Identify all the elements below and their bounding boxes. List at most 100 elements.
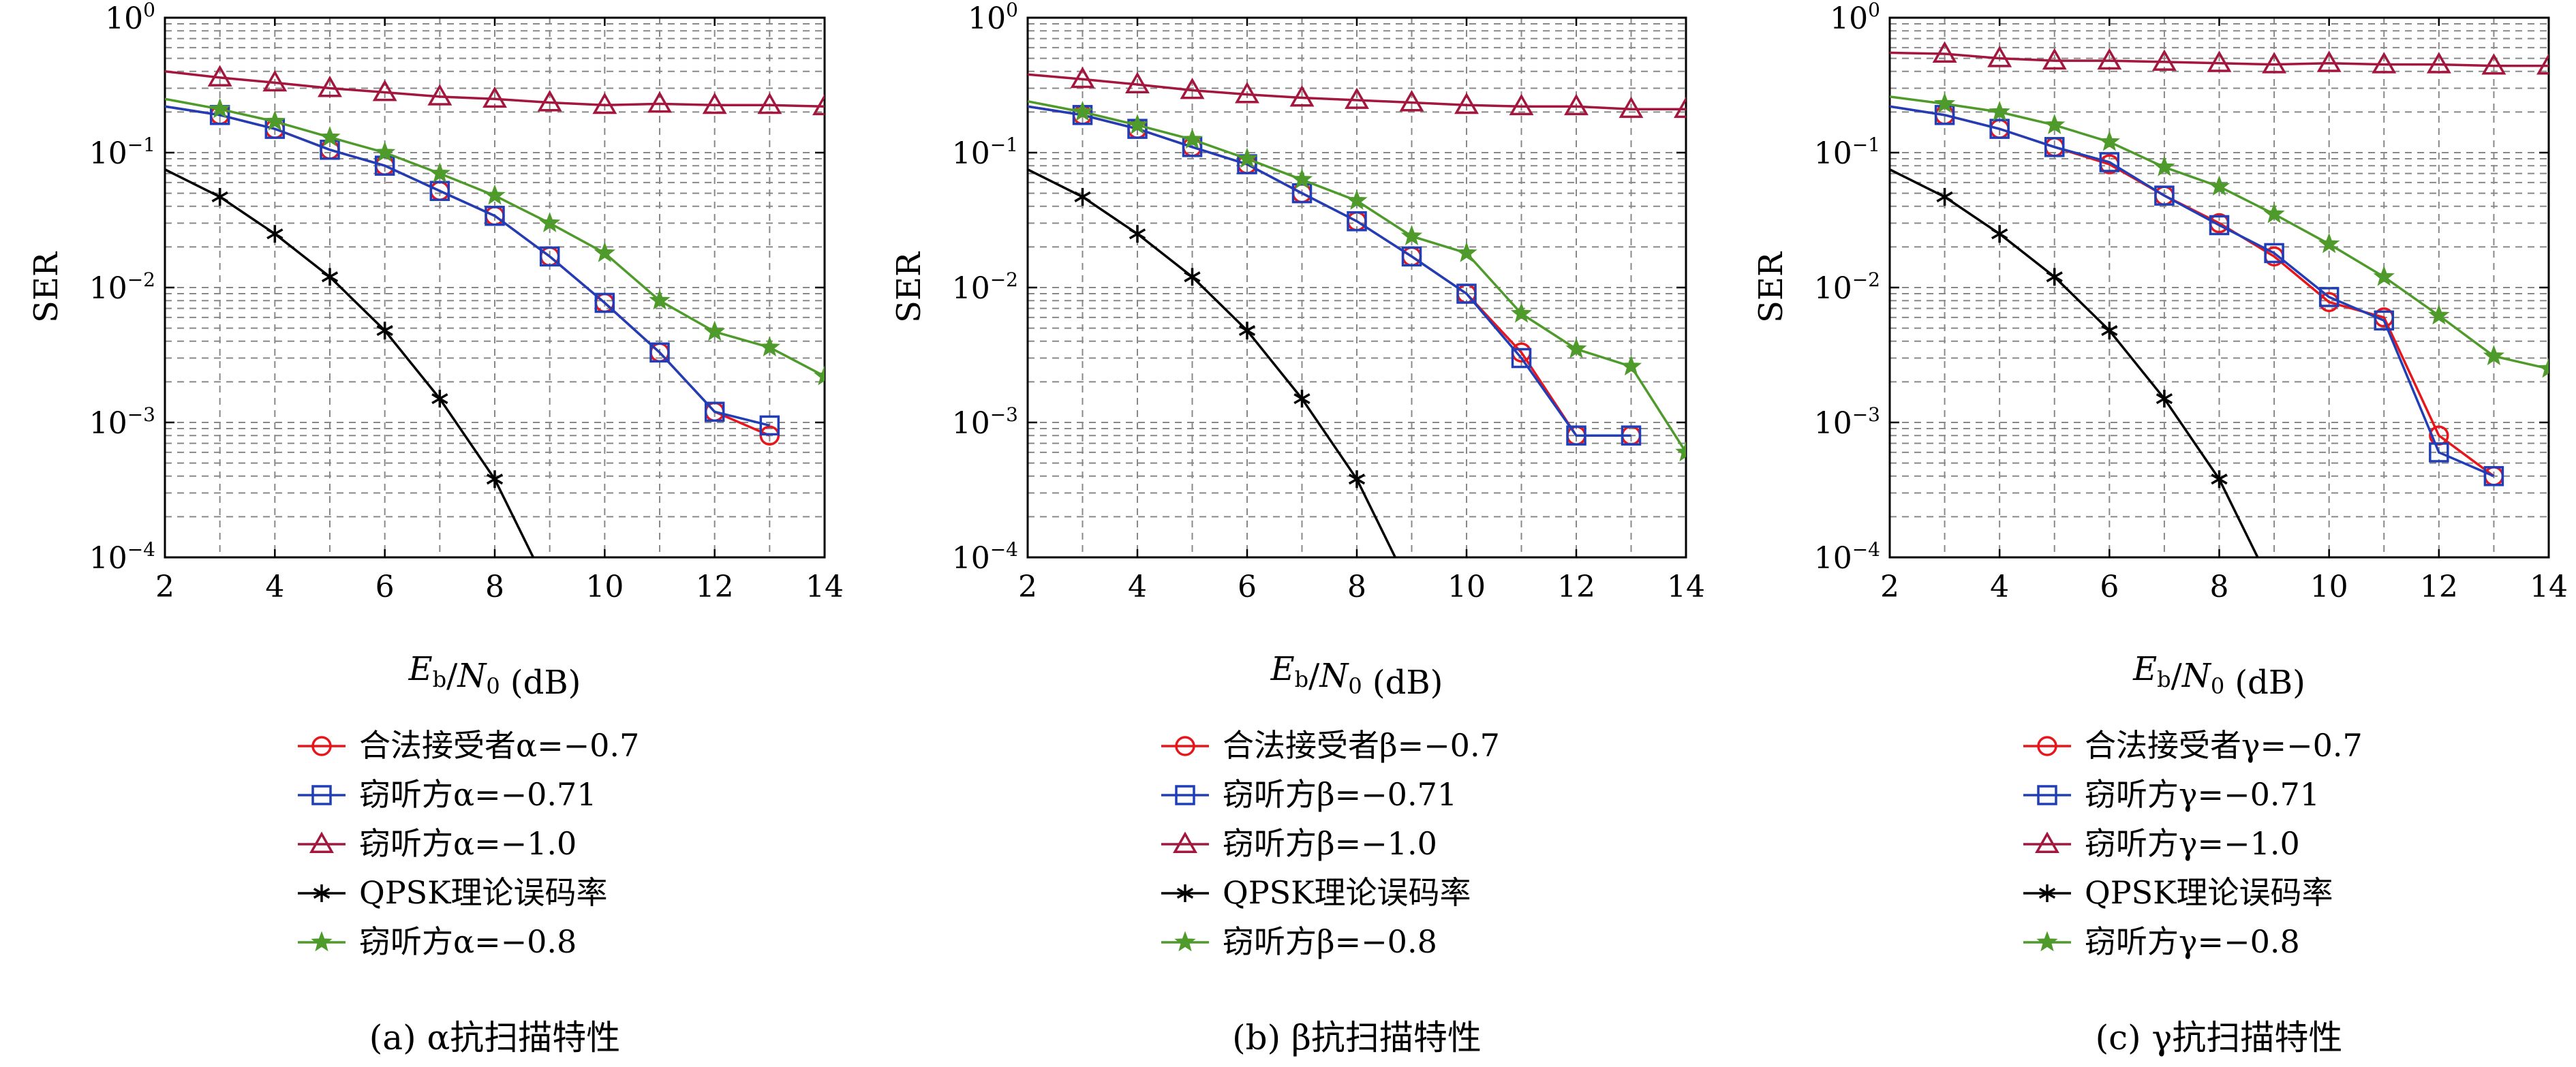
series-line [165, 70, 825, 108]
x-tick-label: 6 [375, 570, 395, 604]
data-point [1074, 187, 1091, 206]
data-point [1347, 211, 1367, 232]
legend-marker [311, 931, 333, 952]
data-point [2097, 48, 2122, 70]
data-point [2153, 155, 2175, 176]
series-line [165, 105, 771, 437]
legend: 合法接受者γ=−0.7 窃听方γ=−0.71 窃听方γ=−1.0 QPSK理论误码率窃… [2023, 727, 2363, 960]
legend-entry: 窃听方γ=−0.71 [2085, 776, 2320, 813]
data-point [2099, 152, 2120, 172]
panel-caption: (a) α抗扫描特性 [369, 1018, 620, 1057]
x-tick-label: 6 [1238, 570, 1257, 604]
legend-entry: 窃听方α=−0.71 [359, 776, 597, 813]
data-point [1511, 347, 1532, 369]
x-tick-label: 6 [2100, 570, 2119, 604]
data-point [318, 76, 342, 97]
legend-entry: QPSK理论误码率 [2085, 874, 2333, 911]
x-axis-label: Eb/N0 (dB) [2132, 650, 2305, 702]
data-point [2154, 185, 2175, 206]
x-tick-label: 4 [1990, 570, 2009, 604]
series-line [165, 168, 535, 557]
y-tick-label: 100 [968, 0, 1018, 36]
x-axis-label: Eb/N0 (dB) [408, 650, 581, 702]
data-point [1291, 168, 1313, 189]
data-point [2481, 53, 2506, 75]
data-point [1401, 246, 1422, 267]
data-point [2263, 202, 2285, 223]
data-point [484, 184, 506, 205]
data-point [1674, 96, 1686, 119]
data-point [482, 86, 507, 108]
data-point [649, 342, 670, 363]
data-point [262, 69, 288, 92]
y-tick-label: 10−2 [89, 268, 155, 306]
data-point [1510, 302, 1533, 323]
x-tick-label: 8 [485, 570, 504, 604]
series-line [1028, 73, 1686, 110]
data-point [429, 181, 450, 201]
data-point [211, 187, 228, 206]
data-point [486, 470, 504, 489]
x-tick-label: 2 [155, 570, 174, 604]
y-tick-label: 100 [1830, 0, 1880, 36]
data-point [2264, 243, 2284, 264]
series-group [1890, 41, 2549, 557]
legend-entry: 窃听方γ=−1.0 [2085, 825, 2300, 862]
y-tick-label: 10−4 [952, 538, 1018, 576]
y-tick-label: 10−1 [89, 134, 155, 171]
data-point [2208, 175, 2230, 196]
legend-entry: QPSK理论误码率 [1223, 874, 1471, 911]
y-tick-label: 10−4 [1814, 538, 1880, 576]
series-group [165, 65, 825, 557]
data-point [758, 336, 780, 357]
grid [165, 18, 825, 557]
data-point [2318, 287, 2340, 307]
data-point [1236, 147, 1258, 168]
legend-marker [2035, 831, 2059, 853]
data-point [1346, 189, 1368, 210]
legend-marker [1175, 736, 1195, 756]
legend-marker [1173, 831, 1197, 853]
data-point [1987, 46, 2012, 67]
data-point [2151, 49, 2177, 71]
legend-marker [2037, 785, 2057, 805]
data-point [759, 415, 780, 436]
x-tick-label: 14 [1667, 570, 1705, 604]
data-point [321, 268, 339, 286]
legend-entry: 窃听方β=−1.0 [1223, 825, 1437, 862]
data-point [1125, 72, 1150, 93]
x-tick-label: 10 [1447, 570, 1486, 604]
x-tick-label: 12 [2420, 570, 2458, 604]
y-tick-label: 100 [105, 0, 155, 36]
chart-panel-3: 2 4 6 8 10 12 14 10−4 10−3 10−2 10−1 100 Eb/N0 (dB) S… [1752, 0, 2568, 1057]
data-point [1293, 390, 1310, 408]
data-point [812, 93, 825, 116]
data-point [1400, 225, 1423, 246]
legend-entry: 窃听方β=−0.8 [1223, 923, 1437, 960]
x-tick-label: 4 [1128, 570, 1147, 604]
data-point [1566, 425, 1586, 446]
data-point [594, 292, 615, 313]
data-point [1071, 100, 1094, 121]
x-tick-label: 14 [806, 570, 844, 604]
data-point [757, 92, 782, 114]
data-point [2374, 310, 2394, 331]
x-tick-label: 14 [2530, 570, 2568, 604]
data-point [1933, 92, 1956, 113]
legend-entry: 合法接受者α=−0.7 [359, 727, 639, 764]
legend-marker [1176, 884, 1194, 902]
legend-marker [1175, 785, 1195, 805]
data-point [2101, 322, 2118, 340]
y-tick-label: 10−1 [1814, 134, 1880, 171]
x-tick-label: 4 [265, 570, 284, 604]
data-point [1180, 77, 1205, 99]
legend-marker [311, 785, 332, 805]
data-point [1989, 119, 2010, 139]
data-point [427, 84, 453, 106]
legend-entry: 窃听方α=−0.8 [359, 923, 577, 960]
data-point [376, 322, 393, 340]
data-point [2156, 390, 2173, 408]
data-point [1989, 100, 2010, 121]
y-tick-label: 10−2 [1814, 268, 1880, 306]
data-point [2428, 304, 2450, 325]
